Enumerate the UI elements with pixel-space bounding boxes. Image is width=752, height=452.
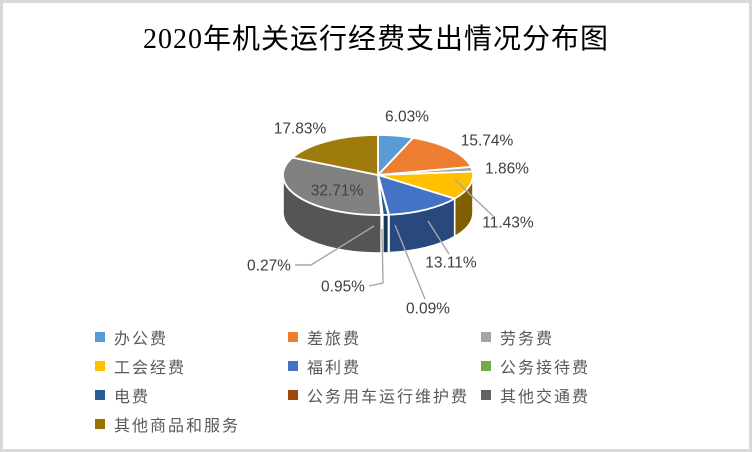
pie-slice-1[interactable]: [377, 136, 472, 176]
legend-item-0[interactable]: 办公费: [95, 327, 169, 348]
legend-item-5[interactable]: 公务接待费: [481, 356, 591, 377]
pie-slice-9[interactable]: [291, 134, 379, 176]
legend-swatch-icon: [481, 332, 491, 342]
legend-item-6[interactable]: 电费: [95, 385, 151, 406]
leader-line-5: [394, 224, 426, 300]
data-label-3: 11.43%: [482, 215, 534, 232]
leader-line-4: [427, 220, 450, 255]
data-label-4: 13.11%: [425, 255, 477, 272]
legend-swatch-icon: [95, 361, 105, 371]
legend-swatch-icon: [95, 332, 105, 342]
legend-item-4[interactable]: 福利费: [288, 356, 362, 377]
legend-label: 电费: [114, 389, 151, 406]
data-label-8: 32.71%: [311, 183, 364, 200]
legend-swatch-icon: [95, 390, 105, 400]
pie-slice-8[interactable]: [282, 156, 383, 216]
legend-item-3[interactable]: 工会经费: [95, 356, 187, 377]
legend-label: 劳务费: [500, 331, 555, 348]
pie-chart-svg: 6.03% 15.74% 1.86% 11.43% 13.11% 0.09% 0.95% 0.…: [247, 109, 534, 318]
legend-swatch-icon: [288, 390, 298, 400]
legend-label: 其他交通费: [500, 389, 591, 406]
legend-swatch-icon: [95, 419, 105, 429]
legend-label: 公务接待费: [500, 360, 591, 377]
leader-line-3: [454, 179, 494, 217]
legend-swatch-icon: [288, 361, 298, 371]
legend-label: 差旅费: [307, 331, 362, 348]
pie-slice-4[interactable]: [377, 174, 456, 216]
data-label-1: 15.74%: [461, 133, 514, 150]
legend-swatch-icon: [481, 361, 491, 371]
data-label-0: 6.03%: [385, 109, 429, 126]
legend-item-1[interactable]: 差旅费: [288, 327, 362, 348]
legend-label: 公务用车运行维护费: [307, 389, 470, 406]
legend-label: 工会经费: [114, 360, 187, 377]
legend-item-8[interactable]: 其他交通费: [481, 385, 591, 406]
legend-item-9[interactable]: 其他商品和服务: [95, 414, 241, 435]
legend-swatch-icon: [481, 390, 491, 400]
leader-line-6: [368, 228, 384, 287]
data-label-9: 17.83%: [274, 121, 327, 138]
chart-title: 2020年机关运行经费支出情况分布图: [142, 24, 609, 55]
legend-item-2[interactable]: 劳务费: [481, 327, 555, 348]
leader-line-7: [295, 225, 375, 266]
legend-label: 福利费: [307, 360, 362, 377]
pie-slice-wall-6: [381, 213, 390, 254]
legend-label: 办公费: [114, 331, 169, 348]
data-label-7: 0.27%: [247, 258, 291, 275]
data-label-5: 0.09%: [406, 301, 450, 318]
legend-swatch-icon: [288, 332, 298, 342]
data-label-6: 0.95%: [321, 279, 365, 296]
legend-label: 其他商品和服务: [114, 418, 241, 435]
data-label-2: 1.86%: [485, 161, 529, 178]
legend-item-7[interactable]: 公务用车运行维护费: [288, 385, 470, 406]
